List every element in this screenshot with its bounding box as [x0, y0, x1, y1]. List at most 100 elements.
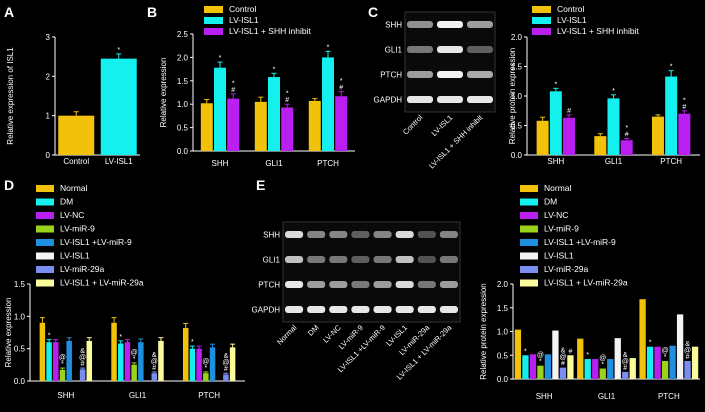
- bar: [563, 117, 576, 155]
- chart-panel-c: 0.0 0.5 1.0 1.5 2.0 Relative protein expressi…: [508, 4, 700, 166]
- blot-band: [407, 46, 433, 53]
- blot-band: [395, 281, 414, 288]
- bar: [281, 107, 294, 151]
- bar: [651, 116, 664, 155]
- significance-mark: *: [204, 365, 207, 372]
- significance-mark: *: [670, 64, 673, 71]
- blot-band: [307, 281, 326, 288]
- bar: [529, 354, 537, 379]
- bar: [536, 120, 549, 155]
- bar: [66, 340, 72, 381]
- blot-band: [395, 306, 414, 313]
- blot-row-label: GAPDH: [374, 96, 403, 105]
- bar: [223, 374, 229, 381]
- blot-band: [407, 71, 433, 78]
- blot-row-label: SHH: [263, 231, 280, 240]
- y-tick-label: 0.5: [177, 124, 189, 133]
- significance-mark: #: [625, 131, 629, 138]
- chart-panel-a: 0 1 2 3 Relative expression of ISL1 Control LV…: [6, 33, 140, 166]
- significance-mark: @: [622, 358, 629, 365]
- significance-mark: @: [202, 358, 209, 365]
- bar: [131, 364, 137, 381]
- significance-mark: @: [662, 347, 669, 354]
- blot-band: [467, 96, 493, 103]
- significance-mark: *: [612, 88, 615, 95]
- significance-mark: #: [231, 87, 235, 94]
- legend-label: LV-ISL1 + LV-miR-29a: [544, 278, 628, 288]
- blot-band: [307, 231, 326, 238]
- blot-band: [437, 96, 463, 103]
- significance-mark: *: [327, 44, 330, 51]
- bar: [100, 58, 137, 156]
- x-category-label: SHH: [547, 157, 564, 166]
- bar: [549, 91, 562, 155]
- y-tick-label: 0.5: [511, 122, 523, 131]
- blot-row-label: GLI1: [385, 46, 403, 55]
- blot-band: [395, 256, 414, 263]
- blot-band: [307, 306, 326, 313]
- y-axis-label: Relative protein expression: [479, 283, 488, 380]
- blot-band: [373, 256, 392, 263]
- significance-mark: &: [80, 348, 85, 355]
- legend-swatch: [204, 28, 223, 35]
- legend-swatch: [520, 279, 538, 287]
- legend-swatch: [520, 266, 538, 273]
- significance-mark: *: [554, 81, 557, 88]
- blot-band: [439, 256, 458, 263]
- significance-mark: #: [682, 104, 686, 111]
- bar: [552, 330, 559, 379]
- blot-band: [285, 231, 304, 238]
- significance-mark: *: [683, 97, 686, 104]
- bar: [665, 76, 678, 155]
- blot-band: [373, 306, 392, 313]
- significance-mark: #: [567, 108, 571, 115]
- panel-label-e: E: [256, 177, 265, 193]
- legend-label: Normal: [60, 183, 88, 193]
- significance-mark: #: [81, 361, 85, 368]
- x-category-label: SHH: [212, 159, 229, 168]
- significance-mark: @: [79, 355, 86, 362]
- x-category-label: PTCH: [317, 159, 339, 168]
- x-category-label: PTCH: [660, 157, 682, 166]
- blot-row-label: GLI1: [263, 256, 281, 265]
- significance-mark: #: [224, 366, 228, 373]
- bar: [646, 346, 654, 379]
- blot-band: [439, 281, 458, 288]
- bar: [514, 329, 522, 379]
- y-tick-label: 0.0: [14, 377, 26, 386]
- legend-label: LV-miR-9: [544, 224, 579, 234]
- significance-mark: *: [117, 47, 120, 54]
- blot-band: [285, 256, 304, 263]
- significance-mark: &: [623, 352, 628, 359]
- significance-mark: #: [152, 365, 156, 372]
- bar: [46, 342, 52, 381]
- blot-band: [285, 281, 304, 288]
- significance-mark: &: [561, 348, 566, 355]
- legend-swatch: [36, 266, 54, 273]
- legend-label: Normal: [544, 183, 572, 193]
- blot-band: [439, 231, 458, 238]
- significance-mark: #: [568, 348, 572, 355]
- significance-mark: *: [191, 339, 194, 346]
- blot-band: [351, 306, 370, 313]
- x-category-label: SHH: [57, 391, 74, 400]
- significance-mark: *: [232, 80, 235, 87]
- y-axis-label: Relative expression: [4, 298, 13, 368]
- significance-mark: #: [285, 97, 289, 104]
- bar: [522, 355, 529, 379]
- blot-band: [373, 231, 392, 238]
- x-category-label: GLI1: [265, 159, 283, 168]
- y-axis-label: Relative expression of ISL1: [6, 47, 15, 145]
- legend-label: LV-ISL1 + SHH inhibit: [557, 26, 639, 36]
- bar: [567, 355, 574, 379]
- significance-mark: &: [685, 341, 690, 348]
- legend-swatch: [520, 185, 538, 192]
- legend-swatch: [36, 198, 54, 206]
- x-category-label: PTCH: [658, 392, 680, 401]
- significance-mark: *: [61, 361, 64, 368]
- legend-label: LV-ISL1 +LV-miR-9: [60, 237, 132, 247]
- blot-band: [467, 46, 493, 53]
- blot-band: [351, 231, 370, 238]
- significance-mark: *: [48, 333, 51, 340]
- y-tick-label: 1.0: [511, 92, 523, 101]
